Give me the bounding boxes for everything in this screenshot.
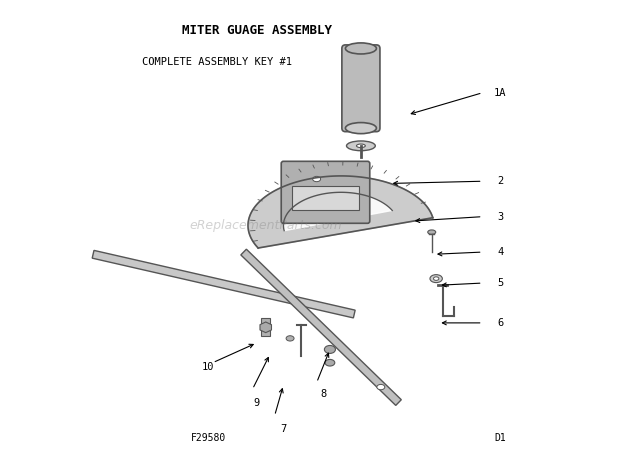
Polygon shape (283, 192, 392, 231)
Ellipse shape (286, 336, 294, 341)
Text: eReplacementParts.com: eReplacementParts.com (190, 219, 342, 232)
Text: 4: 4 (497, 247, 503, 257)
Ellipse shape (324, 345, 335, 354)
Ellipse shape (430, 275, 442, 283)
Text: F29580: F29580 (190, 433, 226, 443)
Text: MITER GUAGE ASSEMBLY: MITER GUAGE ASSEMBLY (182, 24, 332, 37)
Text: COMPLETE ASSEMBLY KEY #1: COMPLETE ASSEMBLY KEY #1 (142, 57, 292, 67)
FancyBboxPatch shape (342, 45, 380, 132)
Text: 5: 5 (497, 278, 503, 288)
Text: 9: 9 (254, 398, 260, 408)
Text: 2: 2 (497, 176, 503, 186)
Polygon shape (260, 322, 272, 333)
Text: 1A: 1A (494, 87, 507, 98)
Ellipse shape (428, 230, 436, 235)
Ellipse shape (433, 277, 439, 281)
Ellipse shape (347, 141, 375, 151)
Text: 10: 10 (202, 362, 215, 372)
Text: 7: 7 (280, 424, 286, 434)
Ellipse shape (356, 144, 365, 147)
Text: D1: D1 (495, 433, 506, 443)
Ellipse shape (345, 43, 376, 54)
Polygon shape (248, 176, 433, 248)
Bar (261, 318, 270, 336)
Ellipse shape (377, 384, 385, 390)
Polygon shape (241, 249, 401, 405)
Ellipse shape (325, 359, 335, 366)
FancyBboxPatch shape (281, 161, 370, 223)
Text: 3: 3 (497, 212, 503, 221)
Polygon shape (92, 250, 355, 318)
Bar (292, 186, 359, 210)
Ellipse shape (345, 123, 376, 133)
Ellipse shape (312, 176, 321, 182)
Text: 8: 8 (320, 389, 326, 399)
Text: 6: 6 (497, 318, 503, 328)
